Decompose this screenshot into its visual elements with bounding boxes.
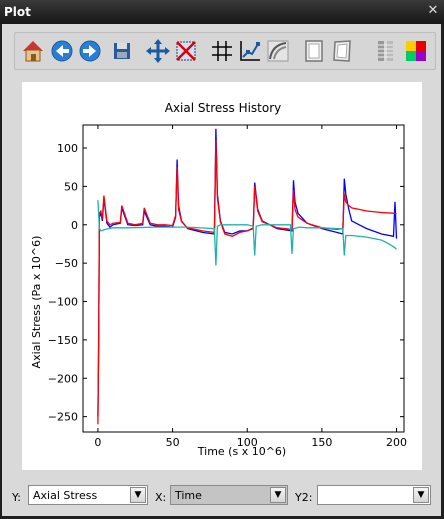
page-icon[interactable] [329, 38, 355, 64]
forward-icon[interactable] [77, 38, 103, 64]
y-axis-label: Axial Stress (Pa x 10^6) [30, 236, 43, 369]
axis-selector-row: Y: Axial Stress ▼ X: Time ▼ Y2: ▼ [2, 482, 441, 512]
colorbar-icon[interactable] [373, 38, 399, 64]
series-line-2 [97, 200, 397, 266]
chevron-down-icon[interactable]: ▼ [130, 487, 146, 503]
y2-select[interactable]: ▼ [317, 485, 431, 505]
x-tick-label: 100 [237, 436, 258, 449]
zoom-rect-icon[interactable] [173, 38, 199, 64]
y2-selector-label: Y2: [295, 491, 313, 504]
close-icon[interactable]: ✕ [427, 3, 439, 18]
y-select-value: Axial Stress [33, 489, 98, 502]
plot-frame [82, 124, 405, 433]
y-tick-label: −200 [48, 372, 78, 385]
pan-icon[interactable] [145, 38, 171, 64]
y-tick-label: 0 [71, 219, 78, 232]
line-style-icon[interactable] [237, 38, 263, 64]
plot-panel: Axial Stress History Time (s x 10^6) Axi… [22, 82, 422, 470]
x-tick-label: 50 [166, 436, 180, 449]
chevron-down-icon[interactable]: ▼ [413, 487, 429, 503]
y-tick-label: 50 [64, 180, 78, 193]
x-tick-label: 150 [311, 436, 332, 449]
y-select[interactable]: Axial Stress ▼ [28, 485, 148, 505]
x-tick-label: 0 [94, 436, 101, 449]
y-selector-label: Y: [12, 491, 21, 504]
frame-icon[interactable] [301, 38, 327, 64]
x-selector-label: X: [155, 491, 167, 504]
grid-icon[interactable] [209, 38, 235, 64]
y-tick-label: −100 [48, 296, 78, 309]
plot-window: Axial Stress History Time (s x 10^6) Axi… [2, 24, 441, 516]
y-tick-label: 100 [57, 142, 78, 155]
window-title: Plot [4, 5, 31, 19]
window-titlebar: Plot ✕ [0, 0, 444, 24]
curve-icon[interactable] [265, 38, 291, 64]
toolbar [14, 32, 436, 70]
axial-stress-chart[interactable]: Axial Stress History Time (s x 10^6) Axi… [22, 82, 422, 470]
chart-title: Axial Stress History [165, 101, 282, 115]
colormap-icon[interactable] [403, 38, 429, 64]
chevron-down-icon[interactable]: ▼ [270, 487, 286, 503]
x-axis-label: Time (s x 10^6) [197, 445, 286, 458]
x-select-value: Time [175, 489, 202, 502]
y-tick-label: −150 [48, 334, 78, 347]
home-icon[interactable] [20, 38, 46, 64]
save-icon[interactable] [109, 38, 135, 64]
back-icon[interactable] [49, 38, 75, 64]
x-tick-label: 200 [386, 436, 407, 449]
y-tick-label: −50 [55, 257, 78, 270]
x-select[interactable]: Time ▼ [170, 485, 288, 505]
y-tick-label: −250 [48, 411, 78, 424]
